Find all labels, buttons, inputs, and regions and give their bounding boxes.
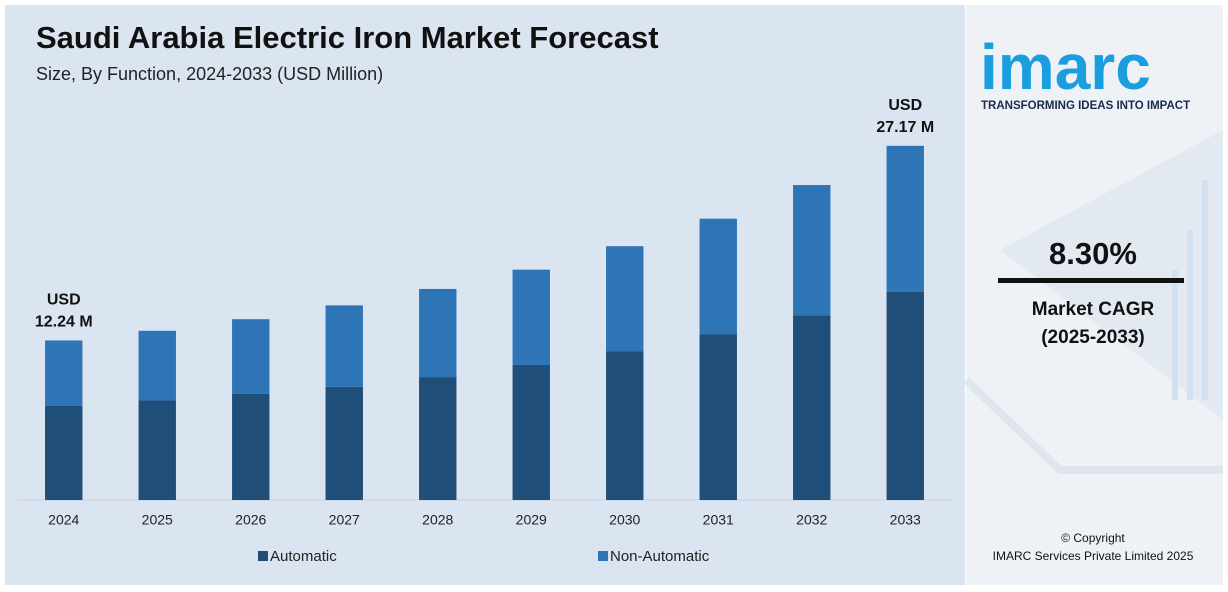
- total-label: USD: [47, 292, 81, 309]
- bar-segment: [793, 185, 831, 316]
- x-tick-label: 2029: [516, 512, 547, 528]
- x-tick-label: 2032: [796, 512, 827, 528]
- x-tick-label: 2027: [329, 512, 360, 528]
- bar-segment: [886, 291, 924, 500]
- bar-segment: [419, 288, 457, 378]
- total-label: 12.24 M: [35, 314, 93, 331]
- company: IMARC Services Private Limited 2025: [993, 549, 1194, 563]
- bar-segment: [138, 330, 176, 401]
- bar-segment: [325, 386, 363, 500]
- x-tick-label: 2030: [609, 512, 640, 528]
- bar-segment: [793, 315, 831, 500]
- bar-segment: [512, 364, 550, 500]
- bar-segment: [606, 246, 644, 352]
- legend-swatch: [598, 551, 608, 561]
- x-tick-label: 2033: [890, 512, 921, 528]
- x-tick-label: 2025: [142, 512, 173, 528]
- bar-segment: [325, 305, 363, 387]
- legend-label: Non-Automatic: [610, 548, 710, 565]
- bar-segment: [232, 393, 270, 500]
- total-label: USD: [888, 97, 922, 114]
- cagr-value: 8.30%: [1049, 236, 1137, 271]
- bar-segment: [45, 340, 83, 406]
- cagr-label: Market CAGR: [1032, 299, 1155, 320]
- bar-segment: [606, 351, 644, 500]
- copyright: © Copyright: [1061, 531, 1125, 545]
- x-tick-label: 2031: [703, 512, 734, 528]
- sidebar-background: [966, 5, 1223, 585]
- bar-segment: [138, 400, 176, 500]
- cagr-period: (2025-2033): [1041, 327, 1145, 348]
- chart-title: Saudi Arabia Electric Iron Market Foreca…: [36, 20, 659, 55]
- legend-label: Automatic: [270, 548, 337, 565]
- bar-segment: [419, 377, 457, 500]
- sidebar-decoration: [963, 130, 1223, 474]
- x-tick-label: 2028: [422, 512, 453, 528]
- cagr-divider: [998, 278, 1184, 283]
- chart-subtitle: Size, By Function, 2024-2033 (USD Millio…: [36, 64, 383, 84]
- bar-segment: [45, 405, 83, 500]
- bar-segment: [699, 218, 737, 335]
- total-label: 27.17 M: [876, 119, 934, 136]
- x-tick-label: 2024: [48, 512, 79, 528]
- bar-segment: [886, 145, 924, 292]
- logo: imarc: [980, 31, 1151, 103]
- bar-segment: [699, 334, 737, 500]
- bar-segment: [512, 269, 550, 365]
- bar-segment: [232, 319, 270, 394]
- x-tick-label: 2026: [235, 512, 266, 528]
- legend-swatch: [258, 551, 268, 561]
- tagline: TRANSFORMING IDEAS INTO IMPACT: [981, 100, 1190, 112]
